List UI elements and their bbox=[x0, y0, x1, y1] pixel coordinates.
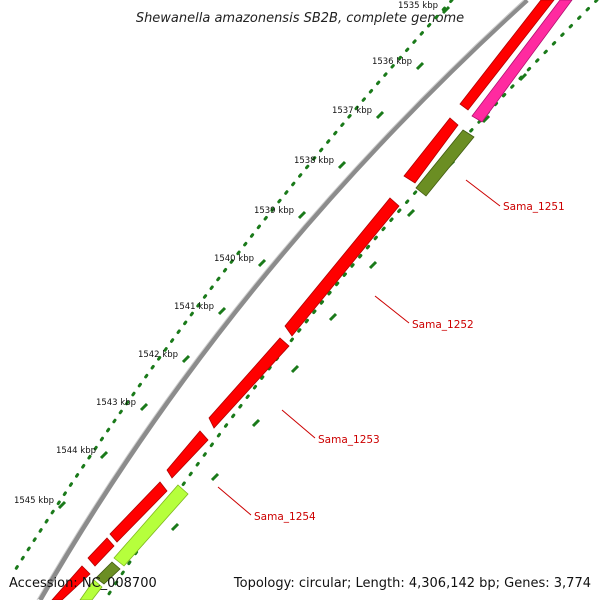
ruler-tick bbox=[257, 258, 267, 268]
gene-feature-lime[interactable] bbox=[79, 579, 103, 600]
ruler-tick bbox=[139, 402, 149, 412]
leader-line-sama-1252 bbox=[374, 295, 410, 324]
inner-tick bbox=[328, 312, 338, 322]
gene-feature[interactable] bbox=[403, 117, 459, 184]
gene-feature[interactable] bbox=[87, 537, 115, 567]
gene-label-sama-1253[interactable]: Sama_1253 bbox=[318, 434, 380, 446]
ruler-tick-label: 1540 kbp bbox=[214, 254, 254, 264]
gene-feature[interactable] bbox=[109, 481, 168, 543]
ruler-tick bbox=[57, 500, 67, 510]
gene-feature-olive[interactable] bbox=[95, 561, 121, 585]
genome-summary-text: Topology: circular; Length: 4,306,142 bp… bbox=[233, 576, 591, 591]
inner-tick bbox=[406, 208, 416, 218]
inner-tick bbox=[481, 114, 491, 124]
gene-feature-sama-1254[interactable] bbox=[113, 484, 189, 567]
ruler-tick-label: 1538 kbp bbox=[294, 156, 334, 166]
ruler-tick-label: 1545 kbp bbox=[14, 496, 54, 506]
gene-label-group: Sama_1251 Sama_1252 Sama_1253 Sama_1254 bbox=[217, 179, 565, 523]
inner-tick bbox=[518, 72, 528, 82]
ruler-tick-label: 1542 kbp bbox=[138, 350, 178, 360]
gene-label-sama-1252[interactable]: Sama_1252 bbox=[412, 319, 474, 331]
gene-feature[interactable] bbox=[208, 337, 290, 429]
inner-ruler-dots bbox=[103, 0, 599, 600]
ruler-tick-label: 1543 kbp bbox=[96, 398, 136, 408]
ruler-ticks bbox=[57, 5, 451, 510]
ruler-tick-labels: 1535 kbp 1536 kbp 1537 kbp 1538 kbp 1539 kbp… bbox=[14, 1, 438, 506]
ruler-tick-label: 1536 kbp bbox=[372, 57, 412, 67]
accession-text: Accession: NC_008700 bbox=[9, 576, 157, 591]
inner-tick bbox=[251, 418, 261, 428]
rna-gene-feature[interactable] bbox=[471, 0, 573, 123]
inner-tick bbox=[170, 522, 180, 532]
forward-strand-genes bbox=[51, 0, 555, 600]
map-title: Shewanella amazonensis SB2B, complete ge… bbox=[136, 11, 464, 26]
ruler-tick-label: 1535 kbp bbox=[398, 1, 438, 11]
ruler-tick-label: 1541 kbp bbox=[174, 302, 214, 312]
leader-line-sama-1254 bbox=[217, 486, 252, 516]
inner-ruler-ticks bbox=[170, 72, 528, 532]
ruler-tick bbox=[441, 5, 451, 15]
ruler-tick bbox=[415, 61, 425, 71]
outer-ruler: 1535 kbp 1536 kbp 1537 kbp 1538 kbp 1539 kbp… bbox=[10, 0, 454, 577]
leader-line-sama-1253 bbox=[281, 409, 316, 439]
ruler-tick-label: 1539 kbp bbox=[254, 206, 294, 216]
inner-tick bbox=[210, 472, 220, 482]
genome-backbone-highlight bbox=[36, 0, 525, 600]
inner-tick bbox=[368, 260, 378, 270]
gene-feature[interactable] bbox=[166, 430, 209, 479]
genome-backbone bbox=[37, 0, 529, 600]
inner-tick bbox=[290, 364, 300, 374]
ruler-tick bbox=[181, 354, 191, 364]
gene-feature[interactable] bbox=[284, 197, 400, 337]
gene-feature[interactable] bbox=[51, 565, 91, 600]
gene-label-sama-1251[interactable]: Sama_1251 bbox=[503, 201, 565, 213]
reverse-strand-genes bbox=[79, 0, 573, 600]
ruler-tick bbox=[99, 450, 109, 460]
gene-label-sama-1254[interactable]: Sama_1254 bbox=[254, 511, 316, 523]
gene-feature-sama-1251[interactable] bbox=[415, 129, 475, 197]
ruler-tick-label: 1537 kbp bbox=[332, 106, 372, 116]
ruler-tick-label: 1544 kbp bbox=[56, 446, 96, 456]
ruler-tick bbox=[375, 110, 385, 120]
ruler-tick bbox=[217, 306, 227, 316]
gene-feature[interactable] bbox=[459, 0, 555, 111]
ruler-tick bbox=[337, 160, 347, 170]
leader-line-sama-1251 bbox=[465, 179, 501, 207]
outer-ruler-dots bbox=[10, 0, 454, 577]
ruler-tick bbox=[297, 210, 307, 220]
